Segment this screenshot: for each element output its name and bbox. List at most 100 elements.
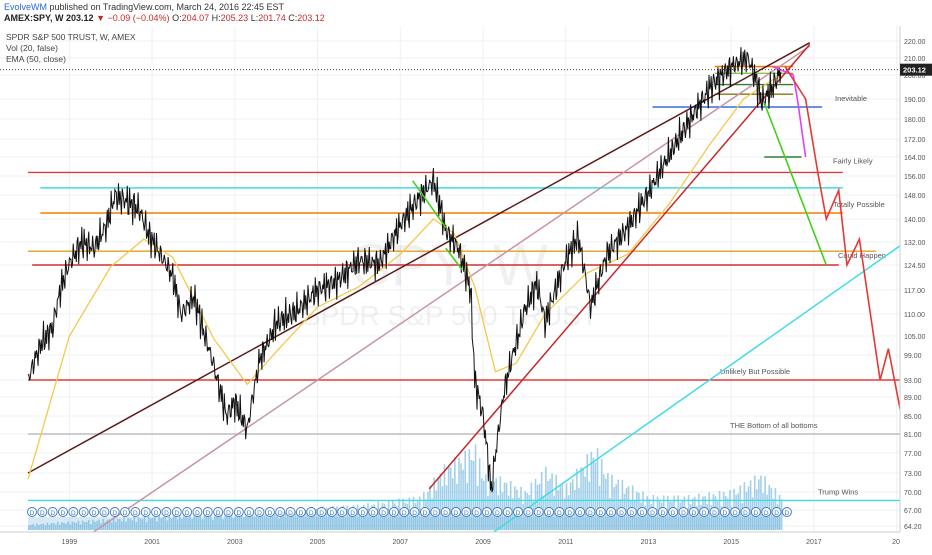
dividend-marker — [68, 507, 79, 517]
volume-bar — [158, 515, 160, 530]
volume-bar — [28, 525, 30, 530]
volume-bar — [590, 451, 593, 530]
volume-bar — [350, 508, 353, 530]
volume-bar — [54, 524, 57, 530]
volume-bar — [592, 457, 595, 530]
dividend-marker — [461, 507, 472, 517]
dividend-letter: D — [598, 510, 603, 517]
dividend-marker — [202, 507, 213, 517]
volume-bar — [569, 482, 572, 530]
volume-bar — [92, 519, 94, 530]
volume-bar — [373, 504, 375, 530]
volume-bar — [253, 515, 256, 530]
dividend-letter: D — [371, 510, 376, 517]
volume-bar — [418, 496, 421, 530]
volume-bar — [348, 510, 351, 530]
time-tick-label: 2011 — [558, 539, 573, 546]
volume-bar — [636, 491, 638, 530]
volume-bar — [369, 510, 371, 530]
volume-bar — [63, 522, 65, 530]
open-value: 204.07 — [181, 13, 210, 23]
trendline — [428, 43, 811, 490]
dividend-letter: D — [350, 510, 355, 517]
dividend-marker — [161, 507, 172, 517]
projection-line — [763, 102, 828, 266]
volume-bar — [90, 524, 92, 530]
volume-bar — [580, 467, 582, 530]
volume-bar — [555, 474, 557, 530]
dividend-marker — [192, 507, 203, 517]
ema-indicator-label[interactable]: EMA (50, close) — [6, 54, 66, 64]
volume-bar — [34, 526, 36, 530]
volume-bar — [505, 482, 508, 530]
volume-bar — [65, 523, 67, 530]
volume-bar — [400, 511, 402, 530]
volume-bar — [269, 509, 272, 530]
dividend-letter: D — [516, 510, 521, 517]
volume-bar — [665, 510, 667, 530]
volume-bar — [230, 511, 233, 530]
volume-bar — [261, 512, 264, 530]
volume-bar — [286, 509, 289, 530]
dividend-marker — [264, 507, 275, 517]
dividend-marker — [306, 507, 317, 517]
dividend-letter: D — [578, 510, 583, 517]
price-tick-label: 70.00 — [904, 490, 922, 497]
dividend-letter: D — [733, 510, 738, 517]
dividend-marker — [420, 507, 430, 517]
volume-bar — [470, 460, 473, 530]
dividend-marker — [120, 507, 131, 517]
volume-bar — [147, 516, 150, 530]
dividend-marker — [347, 507, 358, 517]
volume-bar — [441, 486, 444, 530]
volume-bar — [437, 477, 440, 530]
volume-bar — [98, 519, 100, 530]
volume-bar — [342, 505, 344, 530]
volume-bar — [677, 495, 680, 530]
volume-bar — [164, 515, 167, 530]
time-tick-label: 2017 — [806, 539, 822, 546]
dividend-marker — [688, 507, 699, 517]
volume-bar — [464, 450, 466, 530]
volume-bar — [119, 518, 121, 530]
dividend-letter: D — [433, 510, 438, 517]
last-price: 203.12 — [66, 13, 94, 23]
volume-bar — [501, 492, 504, 530]
dividend-marker — [244, 507, 255, 517]
price-tick-label: 64.20 — [904, 524, 922, 531]
dividend-letter: D — [133, 510, 138, 517]
volume-bar — [199, 512, 202, 530]
dividend-letter: D — [257, 510, 262, 517]
volume-bar — [764, 476, 766, 530]
volume-bar — [358, 510, 361, 530]
dividend-letter: D — [340, 510, 345, 517]
volume-bar — [195, 514, 198, 530]
volume-bar — [625, 487, 628, 530]
volume-bar — [272, 512, 274, 530]
dividend-marker — [533, 507, 544, 517]
dividend-letter: D — [609, 510, 614, 517]
volume-bar — [228, 513, 231, 530]
author-link[interactable]: EvolveWM — [4, 2, 48, 12]
projection-line — [445, 247, 463, 271]
dividend-letter: D — [702, 510, 707, 517]
volume-bar — [410, 511, 413, 530]
volume-indicator-label[interactable]: Vol (20, false) — [6, 43, 58, 53]
volume-bar — [360, 507, 363, 530]
volume-bar — [367, 503, 369, 530]
volume-bar — [278, 518, 280, 530]
dividend-letter: D — [174, 510, 179, 517]
volume-bar — [125, 521, 127, 530]
dividend-letter: D — [629, 510, 634, 517]
volume-bar — [48, 524, 51, 530]
volume-bar — [545, 466, 547, 530]
dividend-marker — [223, 507, 234, 517]
volume-bar — [443, 464, 446, 530]
volume-bar — [251, 512, 253, 530]
dividend-letter: D — [71, 510, 76, 517]
dividend-marker — [564, 507, 575, 517]
volume-bar — [212, 519, 214, 530]
volume-bar — [439, 473, 442, 530]
volume-bar — [156, 521, 158, 530]
